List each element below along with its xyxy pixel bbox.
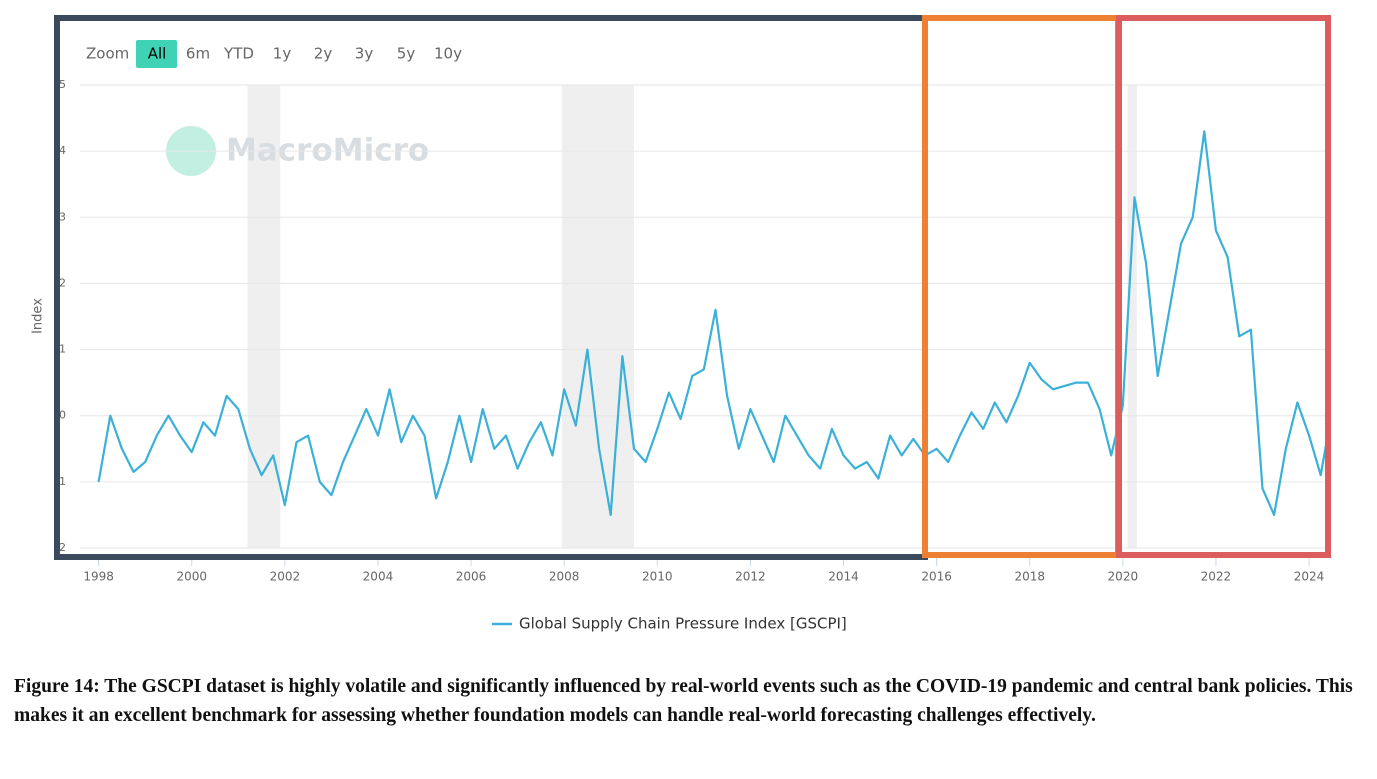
- y-axis-label: Index: [31, 298, 46, 334]
- y-tick-label: 3: [59, 210, 66, 223]
- x-tick-label: 2008: [549, 570, 580, 584]
- y-tick-label: 2: [59, 276, 66, 289]
- x-tick-label: 2020: [1108, 570, 1139, 584]
- recession-band: [561, 85, 635, 548]
- zoom-button-label[interactable]: YTD: [223, 45, 254, 63]
- zoom-button-active: [136, 40, 177, 68]
- x-tick-label: 2012: [735, 570, 766, 584]
- zoom-button[interactable]: 3y: [355, 45, 374, 63]
- y-tick-label: -2: [55, 541, 66, 554]
- zoom-button-label[interactable]: 2y: [314, 45, 333, 63]
- watermark: MacroMicro: [226, 133, 429, 169]
- y-tick-label: -1: [55, 475, 66, 488]
- caption: Figure 14: The GSCPI dataset is highly v…: [14, 676, 1353, 726]
- zoom-button-label[interactable]: All: [148, 45, 167, 63]
- x-tick-label: 2014: [828, 570, 859, 584]
- zoom-button[interactable]: 10y: [434, 45, 462, 63]
- y-tick-label: 0: [59, 409, 66, 422]
- y-tick-label: 4: [59, 144, 66, 157]
- zoom-button[interactable]: All: [136, 40, 177, 68]
- chart: Index MacroMicro -2 -1 0 1 2 3 4 5 1998 2000 2002 20…: [31, 15, 1331, 633]
- x-tick-label: 1998: [83, 570, 114, 584]
- zoom-button[interactable]: YTD: [223, 45, 254, 63]
- y-tick-label: 5: [59, 78, 66, 91]
- zoom-label: Zoom: [86, 45, 129, 63]
- recession-band: [1127, 85, 1137, 548]
- x-tick-label: 2016: [921, 570, 952, 584]
- highlight-frame: [922, 15, 1121, 558]
- zoom-button-label[interactable]: 1y: [273, 45, 292, 63]
- zoom-button-label[interactable]: 5y: [397, 45, 416, 63]
- zoom-button-label[interactable]: 10y: [434, 45, 462, 63]
- x-tick-label: 2022: [1201, 570, 1232, 584]
- zoom-button[interactable]: 6m: [186, 45, 210, 63]
- legend-label: Global Supply Chain Pressure Index [GSCP…: [519, 615, 847, 633]
- x-tick-label: 2002: [270, 570, 301, 584]
- x-tick-label: 2006: [456, 570, 487, 584]
- zoom-button[interactable]: 2y: [314, 45, 333, 63]
- series-line: [97, 130, 1329, 516]
- x-tick-label: 2000: [176, 570, 207, 584]
- zoom-button-label[interactable]: 6m: [186, 45, 210, 63]
- highlight-frame: [1116, 15, 1331, 558]
- y-tick-label: 1: [59, 343, 66, 356]
- zoom-button-label[interactable]: 3y: [355, 45, 374, 63]
- zoom-button[interactable]: 5y: [397, 45, 416, 63]
- zoom-button[interactable]: 1y: [273, 45, 292, 63]
- x-tick-label: 2004: [363, 570, 394, 584]
- x-tick-label: 2024: [1294, 570, 1325, 584]
- x-tick-label: 2018: [1014, 570, 1045, 584]
- highlight-frame: [54, 15, 928, 560]
- x-tick-label: 2010: [642, 570, 673, 584]
